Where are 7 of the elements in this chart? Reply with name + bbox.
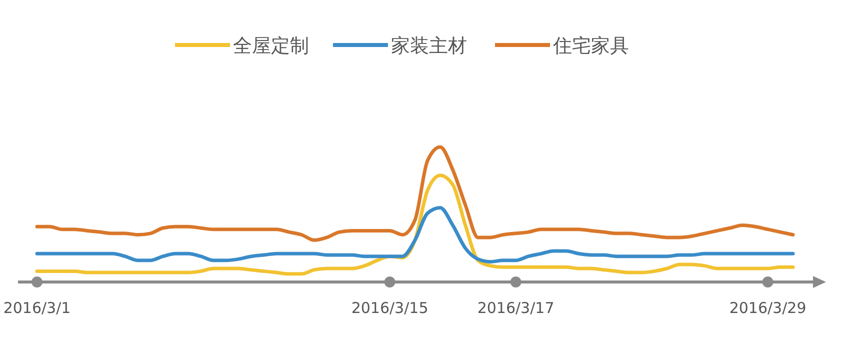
legend-label: 全屋定制 (233, 35, 309, 57)
legend-label: 住宅家具 (552, 35, 629, 57)
x-tick-label: 2016/3/15 (351, 299, 428, 317)
x-tick-label: 2016/3/1 (3, 299, 71, 317)
legend-label: 家装主材 (391, 35, 467, 57)
x-tick-label: 2016/3/17 (477, 299, 554, 317)
x-tick-label: 2016/3/29 (729, 299, 806, 317)
